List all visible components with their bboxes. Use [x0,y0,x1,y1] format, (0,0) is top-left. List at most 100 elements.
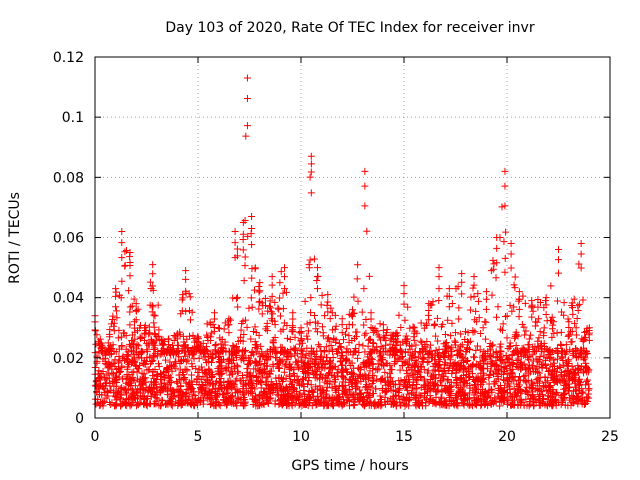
data-point [288,327,296,335]
data-point [135,353,143,361]
data-point [448,319,456,327]
data-point [553,329,561,337]
data-point [239,218,247,226]
data-point [432,332,440,340]
data-point [271,298,279,306]
data-point [447,332,455,340]
data-point [387,374,395,382]
data-point [488,386,496,394]
data-point [507,264,515,272]
data-point [307,309,315,317]
data-point [536,374,544,382]
data-point [558,347,566,355]
data-point [141,360,149,368]
data-point [436,354,444,362]
data-point [178,401,186,409]
data-point [247,335,255,343]
data-point [248,225,256,233]
data-point [210,323,218,331]
data-point [525,383,533,391]
data-point [407,351,415,359]
data-point [289,323,297,331]
data-point [544,392,552,400]
data-point [358,308,366,316]
data-point [464,356,472,364]
data-point [140,399,148,407]
data-point [313,285,321,293]
x-tick-label: 5 [194,429,203,445]
data-point [251,265,259,273]
data-point [573,394,581,402]
data-point [441,330,449,338]
data-point [112,288,120,296]
data-point [395,377,403,385]
data-point [474,297,482,305]
data-point [425,357,433,365]
data-point [161,337,169,345]
data-point [566,396,574,404]
data-point [313,328,321,336]
x-tick-label: 0 [91,429,100,445]
data-point [380,362,388,370]
data-point [536,390,544,398]
data-point [190,347,198,355]
data-point [289,384,297,392]
data-point [215,369,223,377]
data-point [300,386,308,394]
data-point [405,397,413,405]
data-point [461,390,469,398]
data-point [423,358,431,366]
data-point [182,358,190,366]
data-point [258,374,266,382]
data-point [323,379,331,387]
data-point [220,325,228,333]
data-point [226,348,234,356]
data-point [429,298,437,306]
data-point [529,402,537,410]
data-point [445,285,453,293]
data-point [297,353,305,361]
data-point [569,310,577,318]
data-point [396,398,404,406]
x-axis-ticks: 0 5 10 15 20 25 [91,57,619,445]
data-point [550,329,558,337]
data-point [386,361,394,369]
data-point [255,298,263,306]
data-point [399,358,407,366]
data-point [95,376,103,384]
data-point [248,274,256,282]
data-point [531,322,539,330]
data-point [418,339,426,347]
data-point [550,398,558,406]
data-point [142,330,150,338]
data-point [452,329,460,337]
data-point [227,368,235,376]
data-point [206,368,214,376]
data-point [377,354,385,362]
data-point [295,364,303,372]
data-point [307,381,315,389]
data-point [278,357,286,365]
data-point [426,392,434,400]
data-point [333,399,341,407]
data-point [290,385,298,393]
data-point [163,364,171,372]
data-point [120,329,128,337]
data-point [420,353,428,361]
data-point [361,331,369,339]
data-point [417,392,425,400]
data-point [188,396,196,404]
data-point [487,385,495,393]
data-point [431,320,439,328]
data-point [101,360,109,368]
data-point [283,383,291,391]
data-point [303,320,311,328]
data-point [143,366,151,374]
data-point [391,392,399,400]
data-point [323,371,331,379]
data-point [329,326,337,334]
data-point [335,339,343,347]
data-point [118,254,126,262]
data-point [451,337,459,345]
data-point [493,259,501,267]
